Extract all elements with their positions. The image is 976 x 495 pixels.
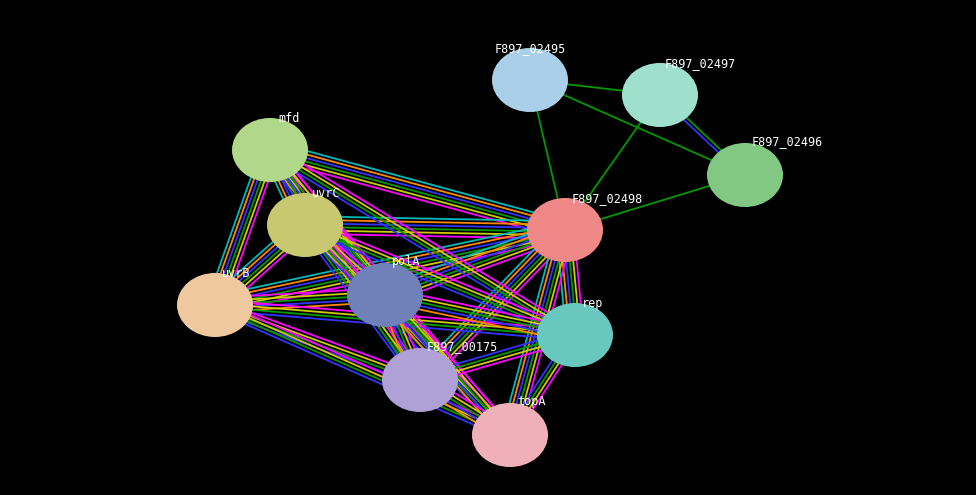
Ellipse shape xyxy=(622,63,698,127)
Ellipse shape xyxy=(232,118,308,182)
Text: mfd: mfd xyxy=(278,112,300,125)
Text: F897_00175: F897_00175 xyxy=(427,340,499,353)
Ellipse shape xyxy=(382,348,458,412)
Ellipse shape xyxy=(492,48,568,112)
Ellipse shape xyxy=(267,193,343,257)
Text: topA: topA xyxy=(517,395,546,408)
Text: F897_02496: F897_02496 xyxy=(752,135,823,148)
Text: polA: polA xyxy=(392,255,421,268)
Ellipse shape xyxy=(472,403,548,467)
Ellipse shape xyxy=(177,273,253,337)
Ellipse shape xyxy=(527,198,603,262)
Text: uvrC: uvrC xyxy=(312,187,341,200)
Text: F897_02497: F897_02497 xyxy=(665,57,736,70)
Ellipse shape xyxy=(537,303,613,367)
Text: F897_02498: F897_02498 xyxy=(572,192,643,205)
Text: rep: rep xyxy=(582,297,603,310)
Ellipse shape xyxy=(707,143,783,207)
Text: F897_02495: F897_02495 xyxy=(495,42,566,55)
Text: uvrB: uvrB xyxy=(222,267,251,280)
Ellipse shape xyxy=(347,263,423,327)
